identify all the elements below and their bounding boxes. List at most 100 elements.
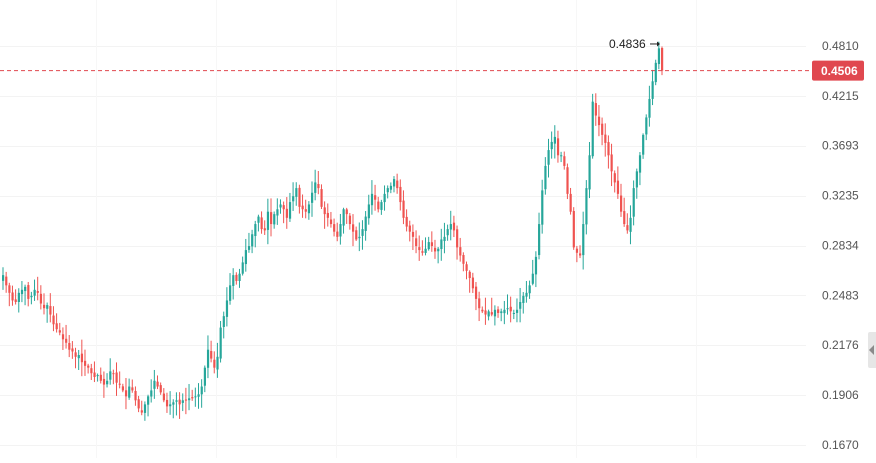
candle-body [402, 200, 405, 218]
candle-body [547, 150, 550, 165]
y-tick-label: 0.1906 [822, 388, 859, 402]
candle-body [654, 62, 657, 83]
candle-body [115, 372, 118, 383]
candle-body [594, 103, 597, 116]
candle-body [124, 390, 128, 397]
candle-body [147, 396, 150, 405]
candle-body [131, 387, 134, 391]
candle-body [626, 225, 629, 231]
candle-body [355, 230, 358, 240]
candle-body [358, 236, 361, 239]
candle-body [317, 184, 320, 189]
candle-body [392, 179, 396, 187]
candle-body [55, 323, 58, 330]
candle-body [585, 188, 588, 225]
candle-body [49, 306, 52, 315]
candle-body [320, 189, 323, 207]
candle-body [257, 216, 260, 223]
candle-body [471, 277, 475, 289]
candle-body [386, 188, 389, 193]
candle-body [90, 368, 93, 374]
gridlines [0, 46, 806, 446]
chevron-left-icon [869, 345, 874, 355]
candle-body [474, 286, 478, 299]
candle-body [601, 123, 604, 135]
candle-body [396, 180, 399, 189]
candle-body [642, 134, 645, 155]
candle-body [323, 207, 326, 215]
candle-body [560, 155, 563, 157]
scroll-handle[interactable] [868, 332, 876, 368]
candle-body [591, 101, 594, 157]
candle-body [260, 217, 263, 230]
candle-body [427, 242, 430, 250]
candle-body [342, 209, 345, 226]
candle-body [235, 274, 238, 281]
candle-body [175, 400, 178, 402]
candles [2, 41, 664, 421]
candle-body [33, 289, 36, 296]
candle-body [424, 248, 427, 253]
candle-body [645, 117, 648, 135]
candle-body [503, 309, 506, 314]
candle-body [635, 171, 638, 188]
candle-body [638, 155, 642, 173]
candle-body [364, 216, 367, 231]
candle-body [657, 48, 661, 65]
y-tick-label: 0.1670 [822, 438, 859, 452]
candle-body [2, 275, 5, 281]
candle-body [30, 295, 33, 298]
candle-body [348, 215, 352, 225]
candle-body [181, 400, 184, 403]
candle-body [213, 359, 216, 368]
candle-body [462, 255, 465, 264]
candle-body [487, 311, 490, 317]
candle-body [20, 289, 24, 295]
candle-body [77, 355, 80, 359]
last-price-badge [812, 60, 864, 81]
high-marker: 0.4836 [609, 37, 660, 51]
candle-body [572, 210, 575, 248]
candle-body [597, 116, 601, 126]
candle-body [276, 209, 279, 216]
candle-body [399, 186, 402, 203]
candle-body [351, 224, 355, 232]
y-axis[interactable]: 0.1670 0.1906 0.2176 0.2483 0.2834 0.3235 0.36… [812, 39, 864, 452]
candle-body [610, 154, 613, 172]
y-tick-label: 0.3693 [822, 139, 859, 153]
candle-body [556, 138, 560, 156]
candle-body [380, 202, 383, 210]
candle-body [456, 229, 459, 248]
candle-body [405, 216, 408, 227]
candle-body [87, 365, 90, 368]
y-tick-label: 0.4215 [822, 89, 859, 103]
candle-body [203, 367, 206, 386]
candle-body [531, 273, 534, 284]
candle-body [579, 253, 582, 256]
candle-body [52, 315, 55, 325]
candle-body [68, 342, 71, 350]
candle-body [292, 196, 295, 202]
candle-body [582, 224, 585, 256]
candle-body [225, 300, 229, 317]
candle-body [232, 275, 235, 286]
candle-body [36, 291, 39, 293]
candle-body [512, 312, 516, 314]
candle-body [651, 81, 654, 99]
candle-body [172, 402, 175, 405]
candle-body [515, 309, 519, 313]
candle-body [538, 224, 541, 256]
candle-body [197, 394, 200, 397]
candle-body [604, 134, 607, 143]
y-tick-label: 0.2176 [822, 338, 859, 352]
candle-body [282, 205, 285, 210]
candle-body [216, 356, 219, 370]
arrow-right-icon [657, 41, 660, 47]
candle-body [134, 390, 137, 401]
candle-body [440, 239, 443, 250]
candle-body [632, 188, 635, 217]
candle-body [273, 214, 276, 225]
candle-body [367, 204, 370, 219]
candle-body [329, 219, 333, 225]
